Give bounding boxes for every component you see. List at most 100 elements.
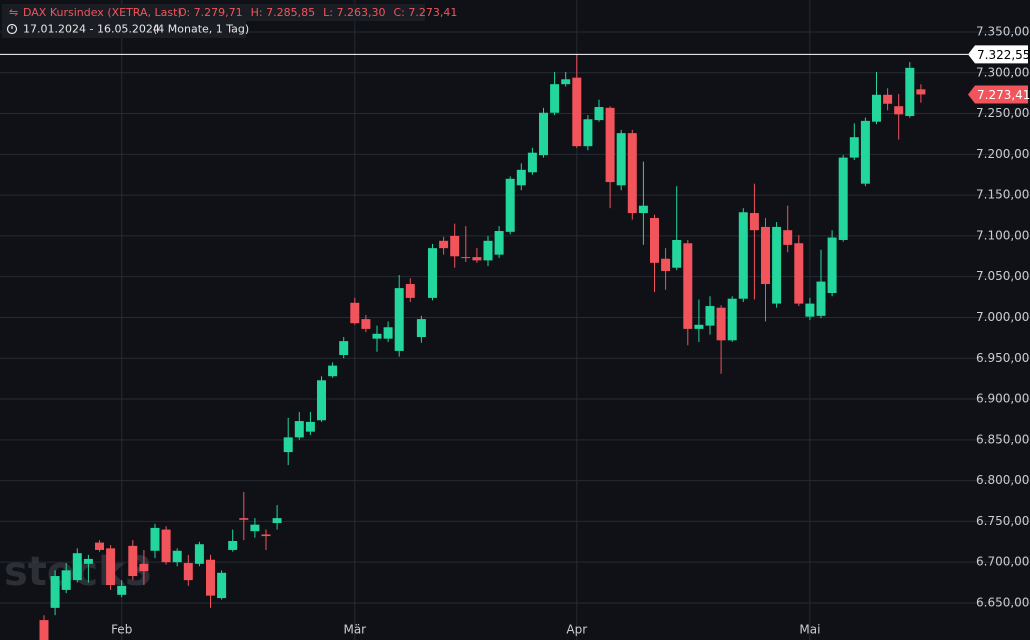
candle-body: [672, 239, 682, 268]
candle-body: [294, 421, 304, 438]
candle-body: [705, 306, 715, 326]
candle-body: [72, 553, 82, 581]
candle-body: [261, 534, 271, 537]
candle-body: [461, 257, 471, 259]
candle-body: [272, 518, 282, 524]
candle-body: [283, 437, 293, 453]
candle-body: [150, 527, 160, 551]
candle-body: [694, 324, 704, 329]
y-tick-label: 7.150,00: [976, 188, 1029, 202]
candle-body: [661, 258, 671, 271]
candle-body: [139, 563, 149, 572]
candle-body: [83, 558, 93, 564]
candle-body: [217, 572, 227, 599]
y-tick-label: 6.750,00: [976, 514, 1029, 528]
candle-body: [128, 545, 138, 577]
candle-body: [172, 550, 182, 563]
candle-body: [594, 107, 604, 121]
candle-body: [572, 77, 582, 147]
period-note: (4 Monate, 1 Tag): [153, 23, 249, 36]
candle-body: [539, 112, 548, 156]
candle-body: [772, 226, 782, 304]
candle-body: [161, 529, 171, 563]
y-tick-label: 6.900,00: [976, 392, 1029, 406]
candle-body: [117, 585, 127, 595]
period: 17.01.2024 - 16.05.2024: [23, 23, 160, 36]
candle-body: [716, 307, 726, 341]
y-tick-label: 6.800,00: [976, 473, 1029, 487]
candle-body: [428, 248, 437, 298]
x-tick-label: Feb: [111, 623, 132, 637]
y-tick-label: 7.300,00: [976, 65, 1029, 79]
candle-body: [361, 319, 371, 329]
y-tick-label: 6.650,00: [976, 595, 1029, 609]
candle-body: [206, 559, 215, 596]
last-price-label: 7.273,41: [977, 88, 1030, 102]
candle-body: [527, 152, 537, 173]
candle-body: [350, 302, 360, 324]
candle-body: [95, 542, 104, 550]
candle-body: [849, 137, 859, 158]
header-icon: ⇋: [9, 6, 18, 19]
ohlc-label: L: 7.263,30: [323, 6, 385, 19]
candle-body: [627, 133, 637, 214]
candle-body: [860, 120, 870, 184]
x-tick-label: Mär: [343, 623, 366, 637]
candle-body: [405, 284, 415, 298]
candle-body: [883, 94, 893, 104]
candle-body: [683, 243, 693, 329]
y-tick-label: 7.350,00: [976, 24, 1029, 38]
candle-body: [916, 89, 926, 95]
candle-body: [194, 544, 204, 564]
candle-body: [305, 421, 315, 432]
candle-body: [516, 169, 526, 186]
candle-body: [39, 620, 49, 640]
candle-body: [383, 327, 393, 339]
x-tick-label: Apr: [566, 623, 587, 637]
candle-body: [228, 540, 238, 550]
candle-body: [749, 213, 759, 231]
candle-body: [250, 524, 260, 532]
candle-body: [394, 288, 404, 351]
candle-body: [439, 240, 449, 249]
y-tick-label: 6.850,00: [976, 432, 1029, 446]
candle-body: [805, 303, 815, 317]
candle-body: [583, 119, 593, 147]
candle-body: [816, 281, 826, 316]
candle-body: [106, 548, 116, 586]
candle-body: [827, 237, 837, 294]
candle-body: [894, 106, 904, 115]
clock-icon: [6, 23, 18, 35]
candle-body: [450, 235, 460, 257]
candle-body: [638, 205, 648, 214]
candle-body: [872, 94, 881, 122]
candle-body: [650, 217, 659, 263]
candle-body: [61, 570, 71, 590]
candle-body: [783, 230, 793, 245]
candle-body: [50, 576, 60, 608]
candle-body: [472, 257, 482, 261]
candle-body: [738, 212, 748, 299]
candle-body: [372, 333, 382, 339]
candles: [39, 54, 926, 640]
ohlc-label: O: 7.279,71: [178, 6, 243, 19]
price-label: 7.322,55: [977, 48, 1030, 62]
candle-body: [727, 298, 737, 341]
y-tick-label: 7.050,00: [976, 269, 1029, 283]
last-price-tag: [968, 85, 1028, 104]
ohlc-label: H: 7.285,85: [251, 6, 315, 19]
candle-body: [550, 84, 560, 113]
candle-body: [483, 240, 493, 261]
y-tick-label: 7.250,00: [976, 106, 1029, 120]
candle-body: [616, 133, 626, 186]
chart-title: DAX Kursindex (XETRA, Last): [23, 6, 182, 19]
candle-body: [317, 380, 326, 421]
x-tick-label: Mai: [799, 623, 820, 637]
candle-body: [339, 341, 349, 355]
candle-body: [761, 226, 770, 285]
ohlc-label: C: 7.273,41: [393, 6, 457, 19]
